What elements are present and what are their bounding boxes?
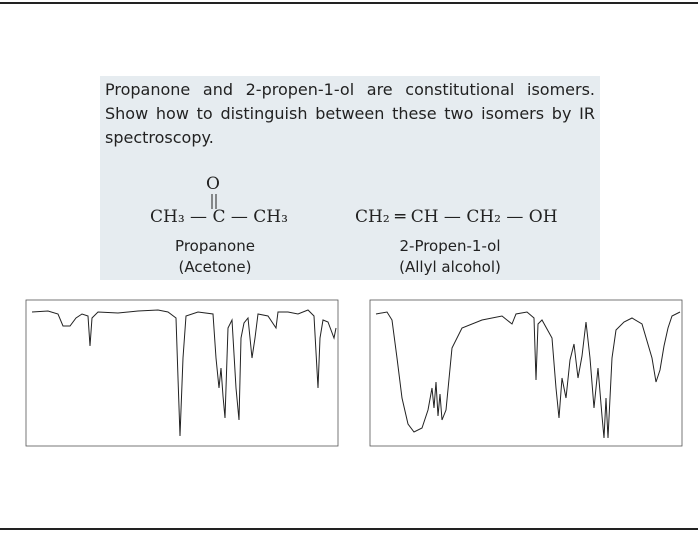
- molecule-common-name: (Allyl alcohol): [399, 258, 501, 276]
- carbonyl-oxygen: O: [206, 174, 220, 194]
- propenol-formula: CH₂ ═ CH — CH₂ — OH: [355, 207, 558, 227]
- molecule-common-name: (Acetone): [178, 258, 252, 276]
- ir-spectrum-propenol: [369, 299, 683, 447]
- problem-panel: [100, 76, 600, 280]
- molecule-name: Propanone: [175, 237, 255, 255]
- top-rule: [0, 2, 698, 4]
- double-bond: [211, 194, 217, 209]
- question-text: Propanone and 2-propen-1-ol are constitu…: [105, 80, 595, 147]
- bottom-rule: [0, 528, 698, 530]
- propanone-formula: CH₃ — C — CH₃: [150, 207, 288, 227]
- ir-spectrum-propanone: [25, 299, 339, 447]
- molecule-name: 2-Propen-1-ol: [399, 237, 501, 255]
